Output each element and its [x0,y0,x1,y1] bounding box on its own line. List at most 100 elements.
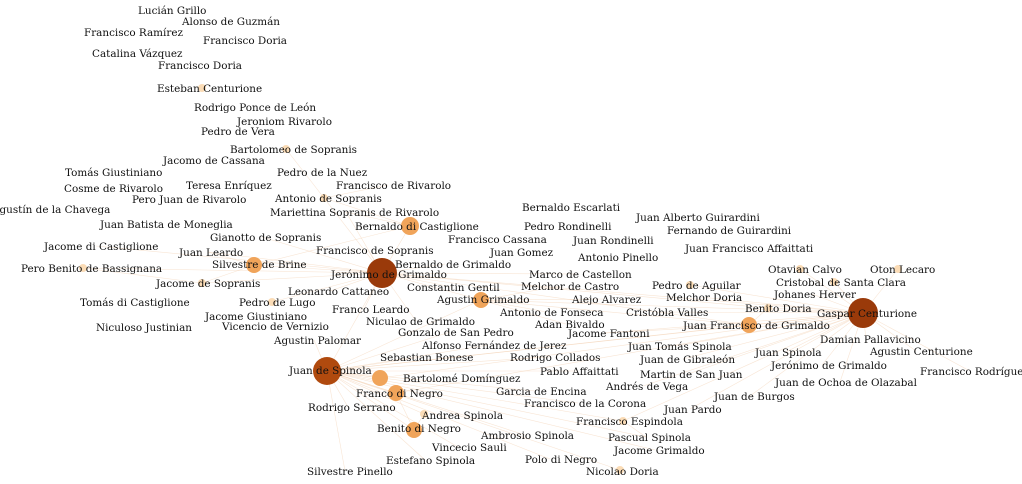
node-francisco_espindola[interactable] [619,417,627,425]
node-label-tomas_castiglione: Tomás di Castiglione [80,297,190,309]
node-label-juan_leardo: Juan Leardo [178,247,243,259]
node-label-garcia_encina: Garcia de Encina [496,386,587,398]
edge-agustin_grimaldo-antonio_fonseca [480,299,548,313]
node-label-constantin_gentil: Constantin Gentil [407,282,500,294]
node-label-alonso_guzman: Alonso de Guzmán [181,16,280,28]
node-label-juan_spinola_hub: Juan de Spinola [288,365,372,377]
node-label-pedro_aguilar: Pedro de Aguilar [652,280,741,292]
node-benito_negro[interactable] [406,422,422,438]
node-label-rodrigo_serrano: Rodrigo Serrano [308,402,396,414]
node-pedro_aguilar[interactable] [686,281,694,289]
node-label-nicolao_doria: Nicolao Doria [586,466,659,478]
node-jacome_sopranis[interactable] [198,279,206,287]
node-label-benito_doria_1: Benito Doria [745,303,812,315]
edge-jeronimo_grimaldo_1-agustin_grimaldo [381,272,482,301]
edge-gaspar_centurione-franco_negro [395,312,864,394]
node-agustin_grimaldo[interactable] [473,292,489,308]
node-otavian_calvo[interactable] [796,265,804,273]
node-label-juan_batista_moneglia: Juan Batista de Moneglia [99,219,233,231]
node-label-jeronimo_grimaldo_1: Jerónimo de Grimaldo [330,269,447,281]
node-label-estefano_spinola: Estefano Spinola [386,455,475,467]
node-label-gonzalo_san_pedro: Gonzalo de San Pedro [398,327,514,339]
node-label-francisco_sopranis: Francisco de Sopranis [316,245,434,257]
edge-juan_spinola_hub-agustin_grimaldo [326,299,482,372]
edge-juan_spinola_hub-gonzalo_san_pedro [326,331,451,372]
node-esteban_centurione[interactable] [198,84,206,92]
node-pedro_lugo[interactable] [268,298,276,306]
node-label-agustin_centurione: Agustin Centurione [869,346,973,358]
node-label-esteban_centurione: Esteban Centurione [157,83,262,95]
node-cristobal_santa_clara[interactable] [830,278,838,286]
node-label-pero_benito_bassignana: Pero Benito de Bassignana [21,263,162,275]
edge-juan_spinola_hub-alfonso_fernandez_jerez [326,344,489,372]
node-pero_benito_bassignana[interactable] [79,264,87,272]
node-label-johanes_herver: Johanes Herver [773,289,856,301]
node-franco_negro[interactable] [388,385,404,401]
node-label-catalina_vazquez: Catalina Vázquez [92,48,183,60]
edge-jeronimo_grimaldo_1-silvestre_brine [253,264,383,274]
edge-juan_francisco_grimaldo-jacome_fantoni [604,324,750,334]
edge-agustin_grimaldo-melchor_castro [480,285,561,301]
edge-antonio_sopranis-francisco_rivarolo [323,184,389,199]
node-bartolomeo_sopranis[interactable] [282,145,290,153]
node-label-tomas_giustiniano: Tomás Giustiniano [65,167,162,179]
node-label-agustin_palomar: Agustin Palomar [273,335,361,347]
node-label-niculoso_justinian: Niculoso Justinian [96,322,192,334]
edge-jeronimo_grimaldo_1-pero_benito_bassignana [82,267,383,274]
edge-gaspar_centurione-cristobal_valles [663,311,864,314]
node-label-agustin_chavega: Agustín de la Chavega [0,204,110,216]
edge-juan_spinola_hub-rodrigo_collados [326,356,551,372]
node-label-juan_gomez: Juan Gomez [489,247,554,259]
node-label-lucian_grillo: Lucián Grillo [138,5,206,17]
node-bernaldo_castiglione[interactable] [401,217,419,235]
edge-gaspar_centurione-francisco_rodriguez [862,312,969,371]
edge-jeronimo_grimaldo_1-antonio_sopranis [323,197,383,274]
edge-bernaldo_castiglione-silvestre_brine [253,225,411,266]
edge-agustin_grimaldo-alejo_alvarez [480,298,605,301]
node-label-bartolome_dominguez: Bartolomé Domínguez [403,373,521,385]
edge-jacome_sopranis-pero_benito_bassignana [82,267,203,284]
node-label-jacome_giustiniano: Jacome Giustiniano [204,311,307,323]
edge-juan_spinola_hub-silvestre_pinello [326,370,346,472]
node-silvestre_brine[interactable] [246,257,262,273]
node-andrea_spinola[interactable] [420,410,428,418]
edge-jeronimo_grimaldo_1-gianotto_sopranis [261,236,383,274]
node-label-andrea_spinola: Andrea Spinola [421,410,503,422]
edge-bernaldo_castiglione-antonio_sopranis [323,197,411,227]
edge-juan_spinola_hub-andrea_spinola [326,370,425,415]
edge-jeronimo_grimaldo_1-juan_francisco_grimaldo [381,272,750,326]
node-label-jacome_castiglione: Jacome di Castiglione [43,241,158,253]
edge-francisco_espindola-pascual_spinola [622,420,647,438]
edge-juan_spinola_hub-estefano_spinola [326,370,426,461]
node-label-pedro_rondinelli: Pedro Rondinelli [524,221,612,233]
edge-jeronimo_grimaldo_1-juan_leardo [207,251,383,274]
node-label-gaspar_centurione: Gaspar Centurione [817,308,917,320]
node-oton_lecaro[interactable] [894,265,902,273]
edge-gaspar_centurione-jacome_fantoni [604,312,864,334]
node-jeronimo_grimaldo_1[interactable] [367,258,397,288]
node-label-juan_francisco_grimaldo: Juan Francisco de Grimaldo [682,320,830,332]
node-gaspar_centurione[interactable] [848,298,878,328]
node-antonio_sopranis[interactable] [320,194,328,202]
node-label-juan_pardo: Juan Pardo [663,404,722,416]
edge-juan_spinola_hub-garcia_encina [326,370,536,392]
node-bartolome_dominguez[interactable] [372,370,388,386]
node-juan_spinola_hub[interactable] [313,357,341,385]
node-label-jacome_fantoni: Jacome Fantoni [567,328,650,340]
node-label-benito_negro: Benito di Negro [377,423,461,435]
node-label-pedro_vera: Pedro de Vera [201,126,275,138]
edge-gaspar_centurione-juan_pardo [689,312,864,410]
node-label-jacome_grimaldo: Jacome Grimaldo [613,445,705,457]
node-benito_doria_1[interactable] [764,304,772,312]
node-label-pedro_nuez: Pedro de la Nuez [277,167,368,179]
edge-juan_spinola_hub-juan_francisco_grimaldo [326,324,750,372]
node-juan_francisco_grimaldo[interactable] [741,317,757,333]
edge-gaspar_centurione-juan_burgos [749,312,864,397]
node-label-juan_ochoa_olazabal: Juan de Ochoa de Olazabal [774,377,918,389]
node-label-antonio_pinello: Antonio Pinello [577,252,658,264]
node-nicolao_doria[interactable] [616,466,624,474]
edge-gaspar_centurione-andres_vega [642,312,864,387]
edge-silvestre_brine-jacome_sopranis [201,264,255,284]
node-label-bernaldo_grimaldo: Bernaldo de Grimaldo [395,259,511,271]
